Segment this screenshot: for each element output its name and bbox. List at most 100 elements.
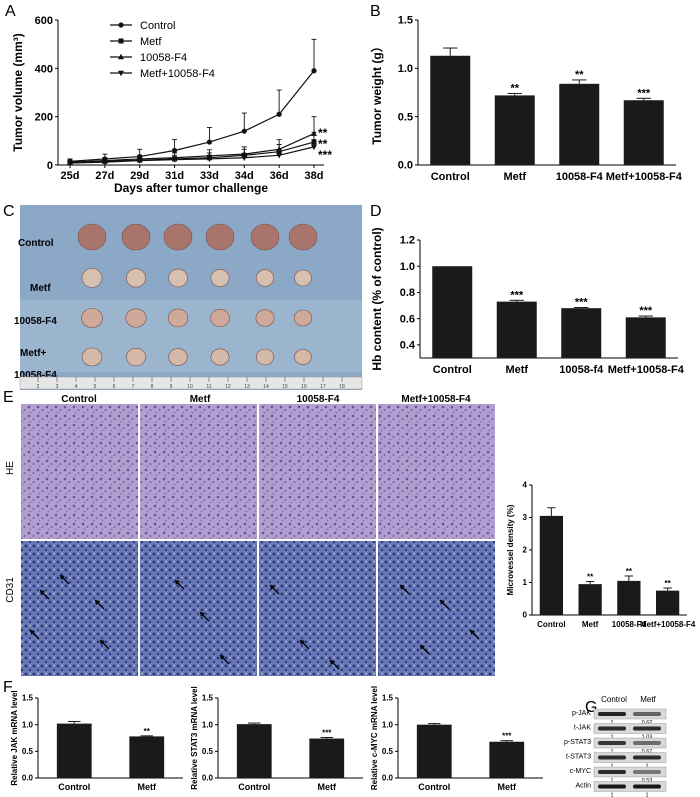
ruler-number: 8 [151, 384, 154, 390]
cd31-micrograph [259, 541, 376, 676]
western-blot-panel: Control Metf p-JAK 1 0.62 t-JAK 1 1.03 p-STAT3… [564, 695, 667, 797]
bar [129, 736, 165, 778]
x-tick-label: 31d [165, 170, 184, 182]
tumor-specimen [121, 223, 151, 251]
bar [623, 100, 664, 165]
vessel-arrowhead [100, 640, 105, 645]
tumor-specimen [168, 348, 188, 366]
x-tick-label: 27d [95, 170, 114, 182]
tumor-specimen [288, 223, 318, 251]
histology-column-label-10058-f4: 10058-F4 [297, 394, 340, 405]
blot-quant-control: 1 [610, 793, 613, 797]
y-tick-label: 400 [35, 63, 53, 75]
blot-membrane [593, 737, 667, 749]
legend-label: Metf [140, 36, 162, 48]
histology-column-label-combo: Metf+10058-F4 [401, 394, 471, 405]
bar [561, 308, 602, 358]
tumor-specimen [126, 268, 146, 288]
category-label: Control [537, 620, 565, 629]
blot-quant-control: 1 [610, 735, 613, 741]
data-point [311, 144, 317, 151]
bar [416, 724, 452, 778]
bar [430, 55, 471, 166]
significance-label: *** [318, 148, 332, 162]
cd31-micrograph [378, 541, 495, 676]
category-label: Control [418, 782, 450, 792]
tumor-specimen [255, 269, 275, 287]
blot-protein-label: p-JAK [572, 710, 591, 717]
blot-quant-metf: 1 [645, 764, 648, 770]
y-tick-label: 0.5 [22, 747, 34, 756]
y-tick-label: 1.0 [202, 720, 214, 729]
category-label: 10058-F4 [612, 620, 647, 629]
data-point [311, 68, 317, 74]
he-micrograph [259, 404, 376, 539]
y-tick-label: 0.0 [22, 774, 34, 783]
tumor-specimen [210, 269, 230, 287]
histology-column-label-control: Control [61, 394, 97, 405]
category-label: Control [431, 171, 470, 183]
category-label: Metf [503, 171, 526, 183]
photo-row-label-metf: Metf [30, 283, 51, 294]
blot-membrane [593, 723, 667, 734]
panel-label-c: C [3, 203, 15, 220]
y-tick-label: 1.0 [400, 261, 415, 273]
significance-label: *** [322, 728, 332, 737]
blot-band-control [598, 770, 626, 774]
ruler-number: 17 [320, 384, 326, 390]
tumor-specimen [81, 308, 103, 328]
he-micrograph [140, 404, 257, 539]
data-point [171, 147, 178, 154]
bar [578, 584, 602, 615]
blot-rows: p-JAK 1 0.62 t-JAK 1 1.03 p-STAT3 1 0.67 t-STAT3 1… [564, 708, 667, 797]
vessel-arrowhead [95, 600, 100, 605]
x-axis-label: Days after tumor challenge [114, 181, 268, 195]
y-tick-label: 1.2 [400, 235, 415, 247]
blot-quant-metf: 0.53 [642, 778, 653, 784]
significance-label: ** [665, 579, 672, 588]
bar [559, 83, 600, 165]
blot-membrane [593, 752, 667, 763]
data-point [276, 153, 283, 159]
ruler-number: 12 [225, 384, 231, 390]
data-point [171, 157, 178, 163]
ruler-number: 3 [56, 384, 59, 390]
bar [494, 95, 535, 165]
vessel-arrowhead [470, 630, 475, 635]
y-axis-label: Tumor weight (g） [369, 40, 384, 144]
bar [496, 301, 537, 358]
blot-band-control [598, 741, 626, 745]
vessel-arrowhead [420, 645, 425, 650]
ruler-number: 18 [339, 384, 345, 390]
data-point [311, 130, 317, 136]
photo-row-label-control: Control [18, 238, 54, 249]
vessel-arrowhead [60, 575, 65, 580]
data-point [67, 160, 73, 167]
blot-band-control [598, 712, 626, 716]
he-micrograph [21, 404, 138, 539]
panel-label-d: D [370, 203, 382, 220]
blot-protein-label: Actin [575, 783, 591, 790]
blot-band-metf [633, 755, 661, 760]
vessel-arrowhead [200, 612, 205, 617]
vessel-arrowhead [40, 590, 45, 595]
y-tick-label: 0 [47, 160, 53, 172]
category-label: 10058-f4 [559, 364, 604, 376]
ruler-number: 7 [132, 384, 135, 390]
vessel-arrowhead [400, 585, 405, 590]
tumor-specimen [125, 308, 147, 328]
category-label: Metf [498, 782, 517, 792]
tumor-specimens [77, 223, 318, 367]
category-label: Metf+10058-F4 [606, 171, 683, 183]
ruler-number: 10 [187, 384, 193, 390]
ruler [19, 376, 363, 390]
blot-protein-label: p-STAT3 [564, 739, 591, 746]
data-point [206, 156, 213, 163]
ruler-number: 9 [170, 384, 173, 390]
vessel-arrowhead [300, 640, 305, 645]
panel-label-f: F [3, 679, 13, 696]
blot-protein-label: t-JAK [574, 725, 591, 732]
category-label: Metf [318, 782, 337, 792]
blot-band-metf [633, 726, 661, 731]
blot-band-metf [633, 741, 661, 745]
